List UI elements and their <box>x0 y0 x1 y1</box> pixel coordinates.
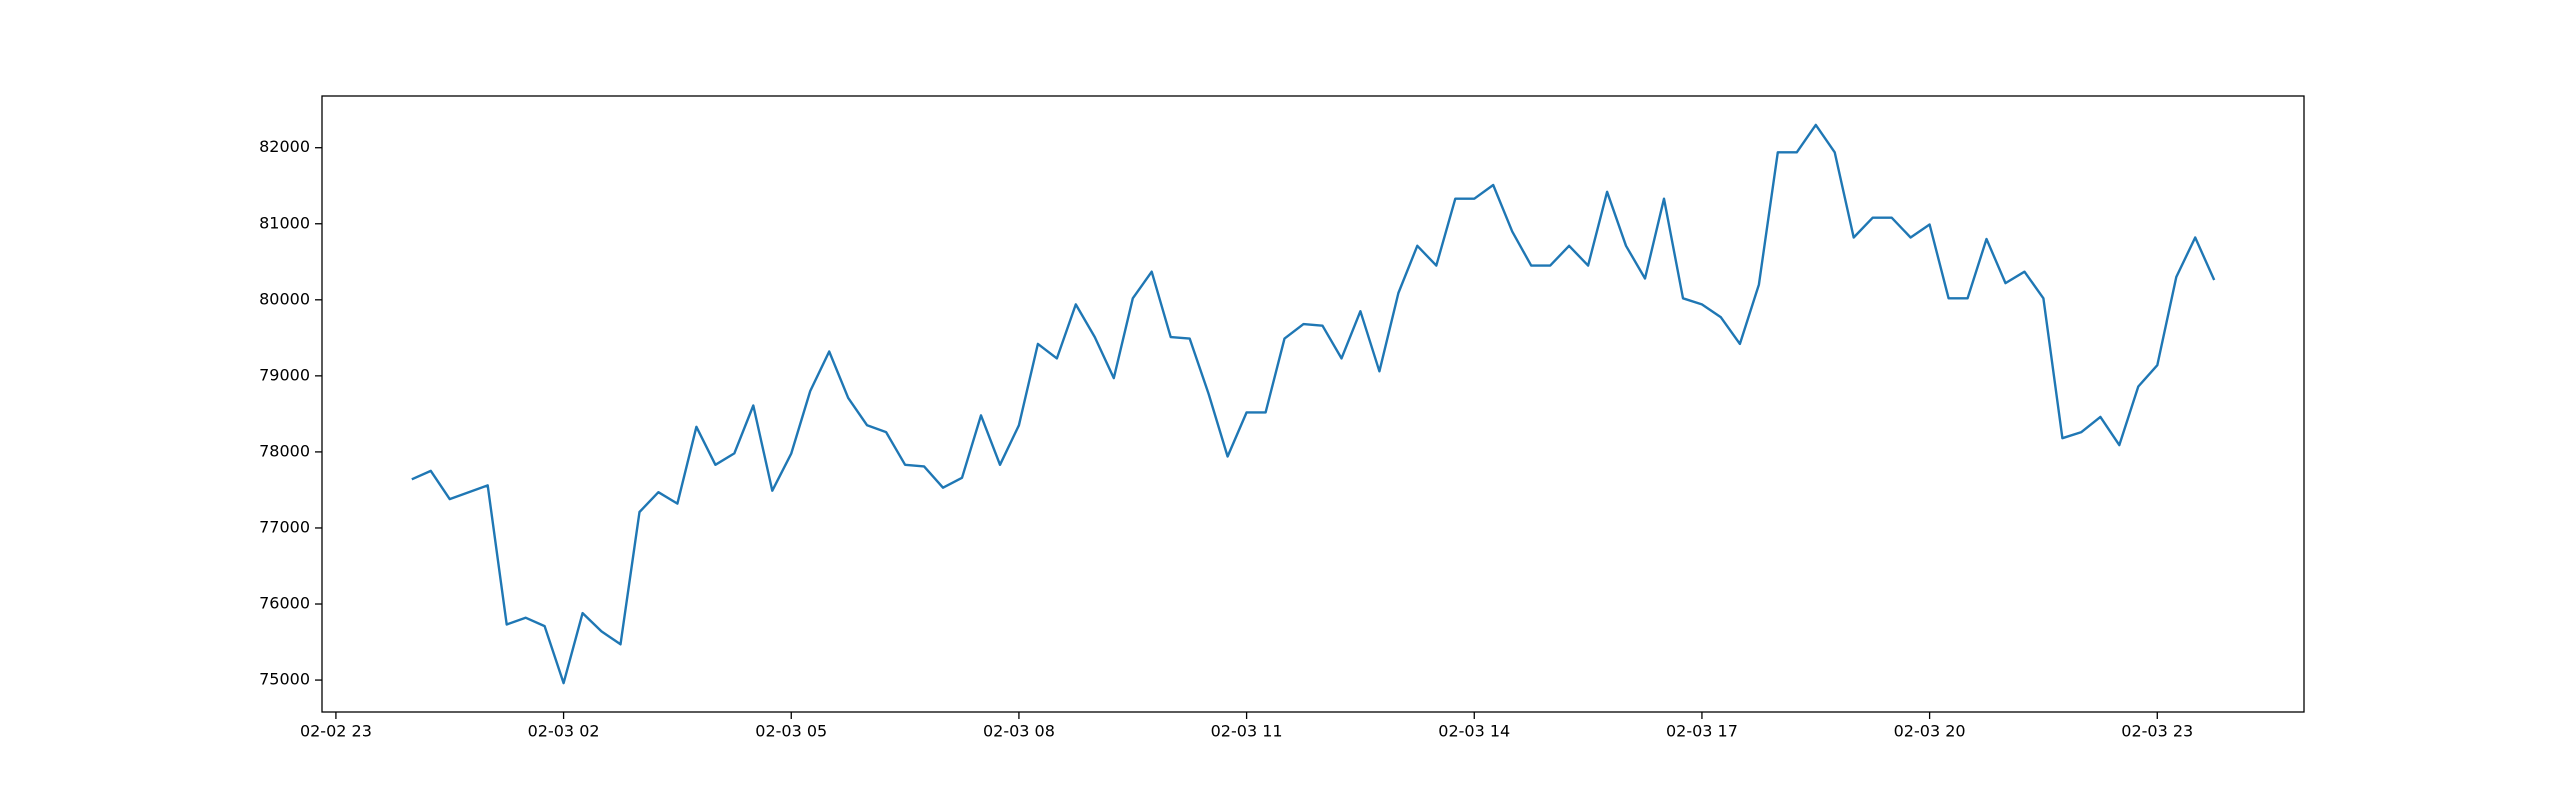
y-tick-label: 75000 <box>259 670 310 689</box>
y-tick-label: 76000 <box>259 594 310 613</box>
x-tick-label: 02-03 11 <box>1211 722 1283 741</box>
y-tick-label: 79000 <box>259 365 310 384</box>
y-tick-label: 81000 <box>259 213 310 232</box>
y-tick-label: 78000 <box>259 441 310 460</box>
x-tick-label: 02-03 17 <box>1666 722 1738 741</box>
y-tick-label: 80000 <box>259 289 310 308</box>
x-tick-label: 02-03 20 <box>1894 722 1966 741</box>
axes-frame <box>321 95 2305 713</box>
x-tick-label: 02-03 08 <box>983 722 1055 741</box>
x-tick-label: 02-03 14 <box>1438 722 1510 741</box>
line-series <box>411 123 2216 685</box>
x-tick-label: 02-02 23 <box>300 722 372 741</box>
y-tick-label: 82000 <box>259 137 310 156</box>
x-tick-label: 02-03 02 <box>528 722 600 741</box>
x-tick-label: 02-03 05 <box>755 722 827 741</box>
y-tick-label: 77000 <box>259 517 310 536</box>
x-tick-label: 02-03 23 <box>2121 722 2193 741</box>
